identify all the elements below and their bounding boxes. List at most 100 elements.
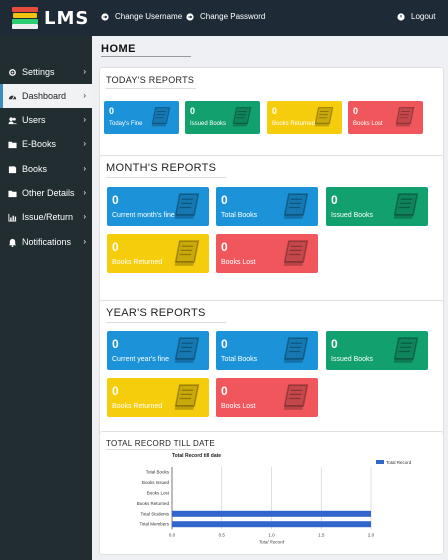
chevron-right-icon: › bbox=[83, 91, 86, 100]
sidebar-item-books[interactable]: Books › bbox=[0, 157, 92, 181]
report-card-books-returned[interactable]: 0 Books Returned bbox=[267, 101, 342, 134]
change-password-link[interactable]: Change Password bbox=[186, 12, 265, 21]
report-card-value: 0 bbox=[221, 384, 228, 398]
total-record-panel: TOTAL RECORD TILL DATE Total Record till… bbox=[99, 431, 444, 555]
sidebar-item-label: Settings bbox=[22, 67, 55, 77]
main-content: HOME TODAY'S REPORTS 0 Today's Fine 0 Issue… bbox=[92, 36, 448, 560]
book-icon-wrap bbox=[230, 106, 254, 133]
report-card-today-s-fine[interactable]: 0 Today's Fine bbox=[104, 101, 179, 134]
y-tick-label: Total Books bbox=[146, 470, 170, 475]
chart-bar bbox=[172, 521, 371, 528]
report-card-value: 0 bbox=[221, 240, 228, 254]
book-icon bbox=[151, 106, 171, 127]
title-underline bbox=[101, 56, 191, 57]
y-tick-label: Total Members bbox=[139, 522, 169, 527]
logo[interactable]: LMS bbox=[12, 7, 89, 29]
report-card-value: 0 bbox=[190, 106, 196, 116]
report-card-label: Total Books bbox=[221, 356, 258, 363]
chevron-right-icon: › bbox=[83, 139, 86, 148]
todays-reports-panel: TODAY'S REPORTS 0 Today's Fine 0 Issued Boo… bbox=[99, 67, 444, 175]
report-card-label: Issued Books bbox=[331, 212, 374, 219]
sidebar-item-label: Notifications bbox=[22, 237, 72, 247]
book-icon bbox=[395, 106, 415, 127]
book-icon-wrap bbox=[390, 336, 422, 370]
report-card-issued-books[interactable]: 0 Issued Books bbox=[185, 101, 260, 134]
panel-title: YEAR'S REPORTS bbox=[106, 307, 206, 319]
change-username-link[interactable]: Change Username bbox=[101, 12, 182, 21]
report-card-total-books[interactable]: 0 Total Books bbox=[216, 331, 318, 370]
report-card-books-lost[interactable]: 0 Books Lost bbox=[216, 378, 318, 417]
book-icon bbox=[283, 337, 309, 363]
x-tick-label: 0.5 bbox=[219, 532, 226, 537]
report-card-value: 0 bbox=[112, 193, 119, 207]
book-icon-wrap bbox=[280, 192, 312, 226]
sidebar-item-notifications[interactable]: Notifications › bbox=[0, 230, 92, 254]
sign-in-icon bbox=[186, 12, 194, 21]
report-card-label: Books Lost bbox=[353, 121, 383, 127]
sidebar-item-label: Issue/Return bbox=[22, 212, 74, 222]
report-card-label: Books Returned bbox=[272, 121, 316, 127]
sidebar-item-label: E-Books bbox=[22, 139, 57, 149]
x-tick-label: 1.5 bbox=[318, 532, 325, 537]
report-card-books-lost[interactable]: 0 Books Lost bbox=[216, 234, 318, 273]
panel-title: MONTH'S REPORTS bbox=[106, 162, 217, 174]
x-tick-label: 1.0 bbox=[268, 532, 275, 537]
book-icon-wrap bbox=[171, 336, 203, 370]
folder-icon bbox=[8, 190, 17, 197]
report-card-issued-books[interactable]: 0 Issued Books bbox=[326, 331, 428, 370]
report-card-total-books[interactable]: 0 Total Books bbox=[216, 187, 318, 226]
report-card-label: Issued Books bbox=[190, 121, 227, 127]
report-card-label: Books Returned bbox=[112, 259, 163, 266]
book-icon-wrap bbox=[312, 106, 336, 133]
chevron-right-icon: › bbox=[83, 212, 86, 221]
chevron-right-icon: › bbox=[83, 188, 86, 197]
book-icon bbox=[232, 106, 252, 127]
page-title: HOME bbox=[101, 43, 136, 55]
book-icon bbox=[174, 193, 200, 219]
books-logo-icon bbox=[12, 7, 38, 29]
users-icon bbox=[8, 116, 17, 124]
report-card-value: 0 bbox=[109, 106, 115, 116]
report-card-books-lost[interactable]: 0 Books Lost bbox=[348, 101, 423, 134]
sidebar-item-dashboard[interactable]: Dashboard › bbox=[0, 84, 92, 108]
bell-icon bbox=[8, 238, 17, 247]
panel-title: TOTAL RECORD TILL DATE bbox=[106, 439, 215, 448]
total-record-bar-chart: Total Record till date 0.0 0.5 1.0 1.5 2.0 Tot… bbox=[137, 453, 412, 544]
panel-title-underline bbox=[106, 322, 226, 323]
book-icon bbox=[393, 193, 419, 219]
top-navbar: LMS Change Username Change Password Logo… bbox=[0, 0, 448, 36]
report-card-books-returned[interactable]: 0 Books Returned bbox=[107, 378, 209, 417]
book-icon bbox=[283, 240, 309, 266]
report-card-current-year-s-fine[interactable]: 0 Current year's fine bbox=[107, 331, 209, 370]
report-card-value: 0 bbox=[221, 193, 228, 207]
x-axis-label: Total Record bbox=[259, 539, 285, 544]
x-tick-label: 0.0 bbox=[169, 532, 176, 537]
panel-title-underline bbox=[106, 88, 196, 89]
report-card-label: Books Lost bbox=[221, 403, 256, 410]
sidebar-item-issue-return[interactable]: Issue/Return › bbox=[0, 205, 92, 229]
logout-link[interactable]: Logout bbox=[397, 12, 435, 21]
power-icon bbox=[397, 12, 405, 21]
book-icon-wrap bbox=[393, 106, 417, 133]
y-tick-label: Books Returned bbox=[137, 501, 170, 506]
chart-bar bbox=[172, 510, 371, 517]
book-icon-wrap bbox=[280, 383, 312, 417]
report-card-current-month-s-fine[interactable]: 0 Current month's fine bbox=[107, 187, 209, 226]
report-card-value: 0 bbox=[353, 106, 359, 116]
sidebar-item-users[interactable]: Users › bbox=[0, 108, 92, 132]
sidebar-item-ebooks[interactable]: E-Books › bbox=[0, 132, 92, 156]
legend-label: Total Record bbox=[386, 460, 412, 465]
book-icon bbox=[283, 193, 309, 219]
chevron-right-icon: › bbox=[83, 115, 86, 124]
report-card-books-returned[interactable]: 0 Books Returned bbox=[107, 234, 209, 273]
gears-icon bbox=[9, 68, 16, 76]
report-card-label: Total Books bbox=[221, 212, 258, 219]
sidebar-item-other-details[interactable]: Other Details › bbox=[0, 181, 92, 205]
report-card-value: 0 bbox=[272, 106, 278, 116]
report-card-issued-books[interactable]: 0 Issued Books bbox=[326, 187, 428, 226]
book-icon bbox=[174, 384, 200, 410]
book-icon-wrap bbox=[171, 192, 203, 226]
report-card-label: Books Lost bbox=[221, 259, 256, 266]
book-icon-wrap bbox=[280, 336, 312, 370]
sidebar-item-settings[interactable]: Settings › bbox=[0, 60, 92, 84]
